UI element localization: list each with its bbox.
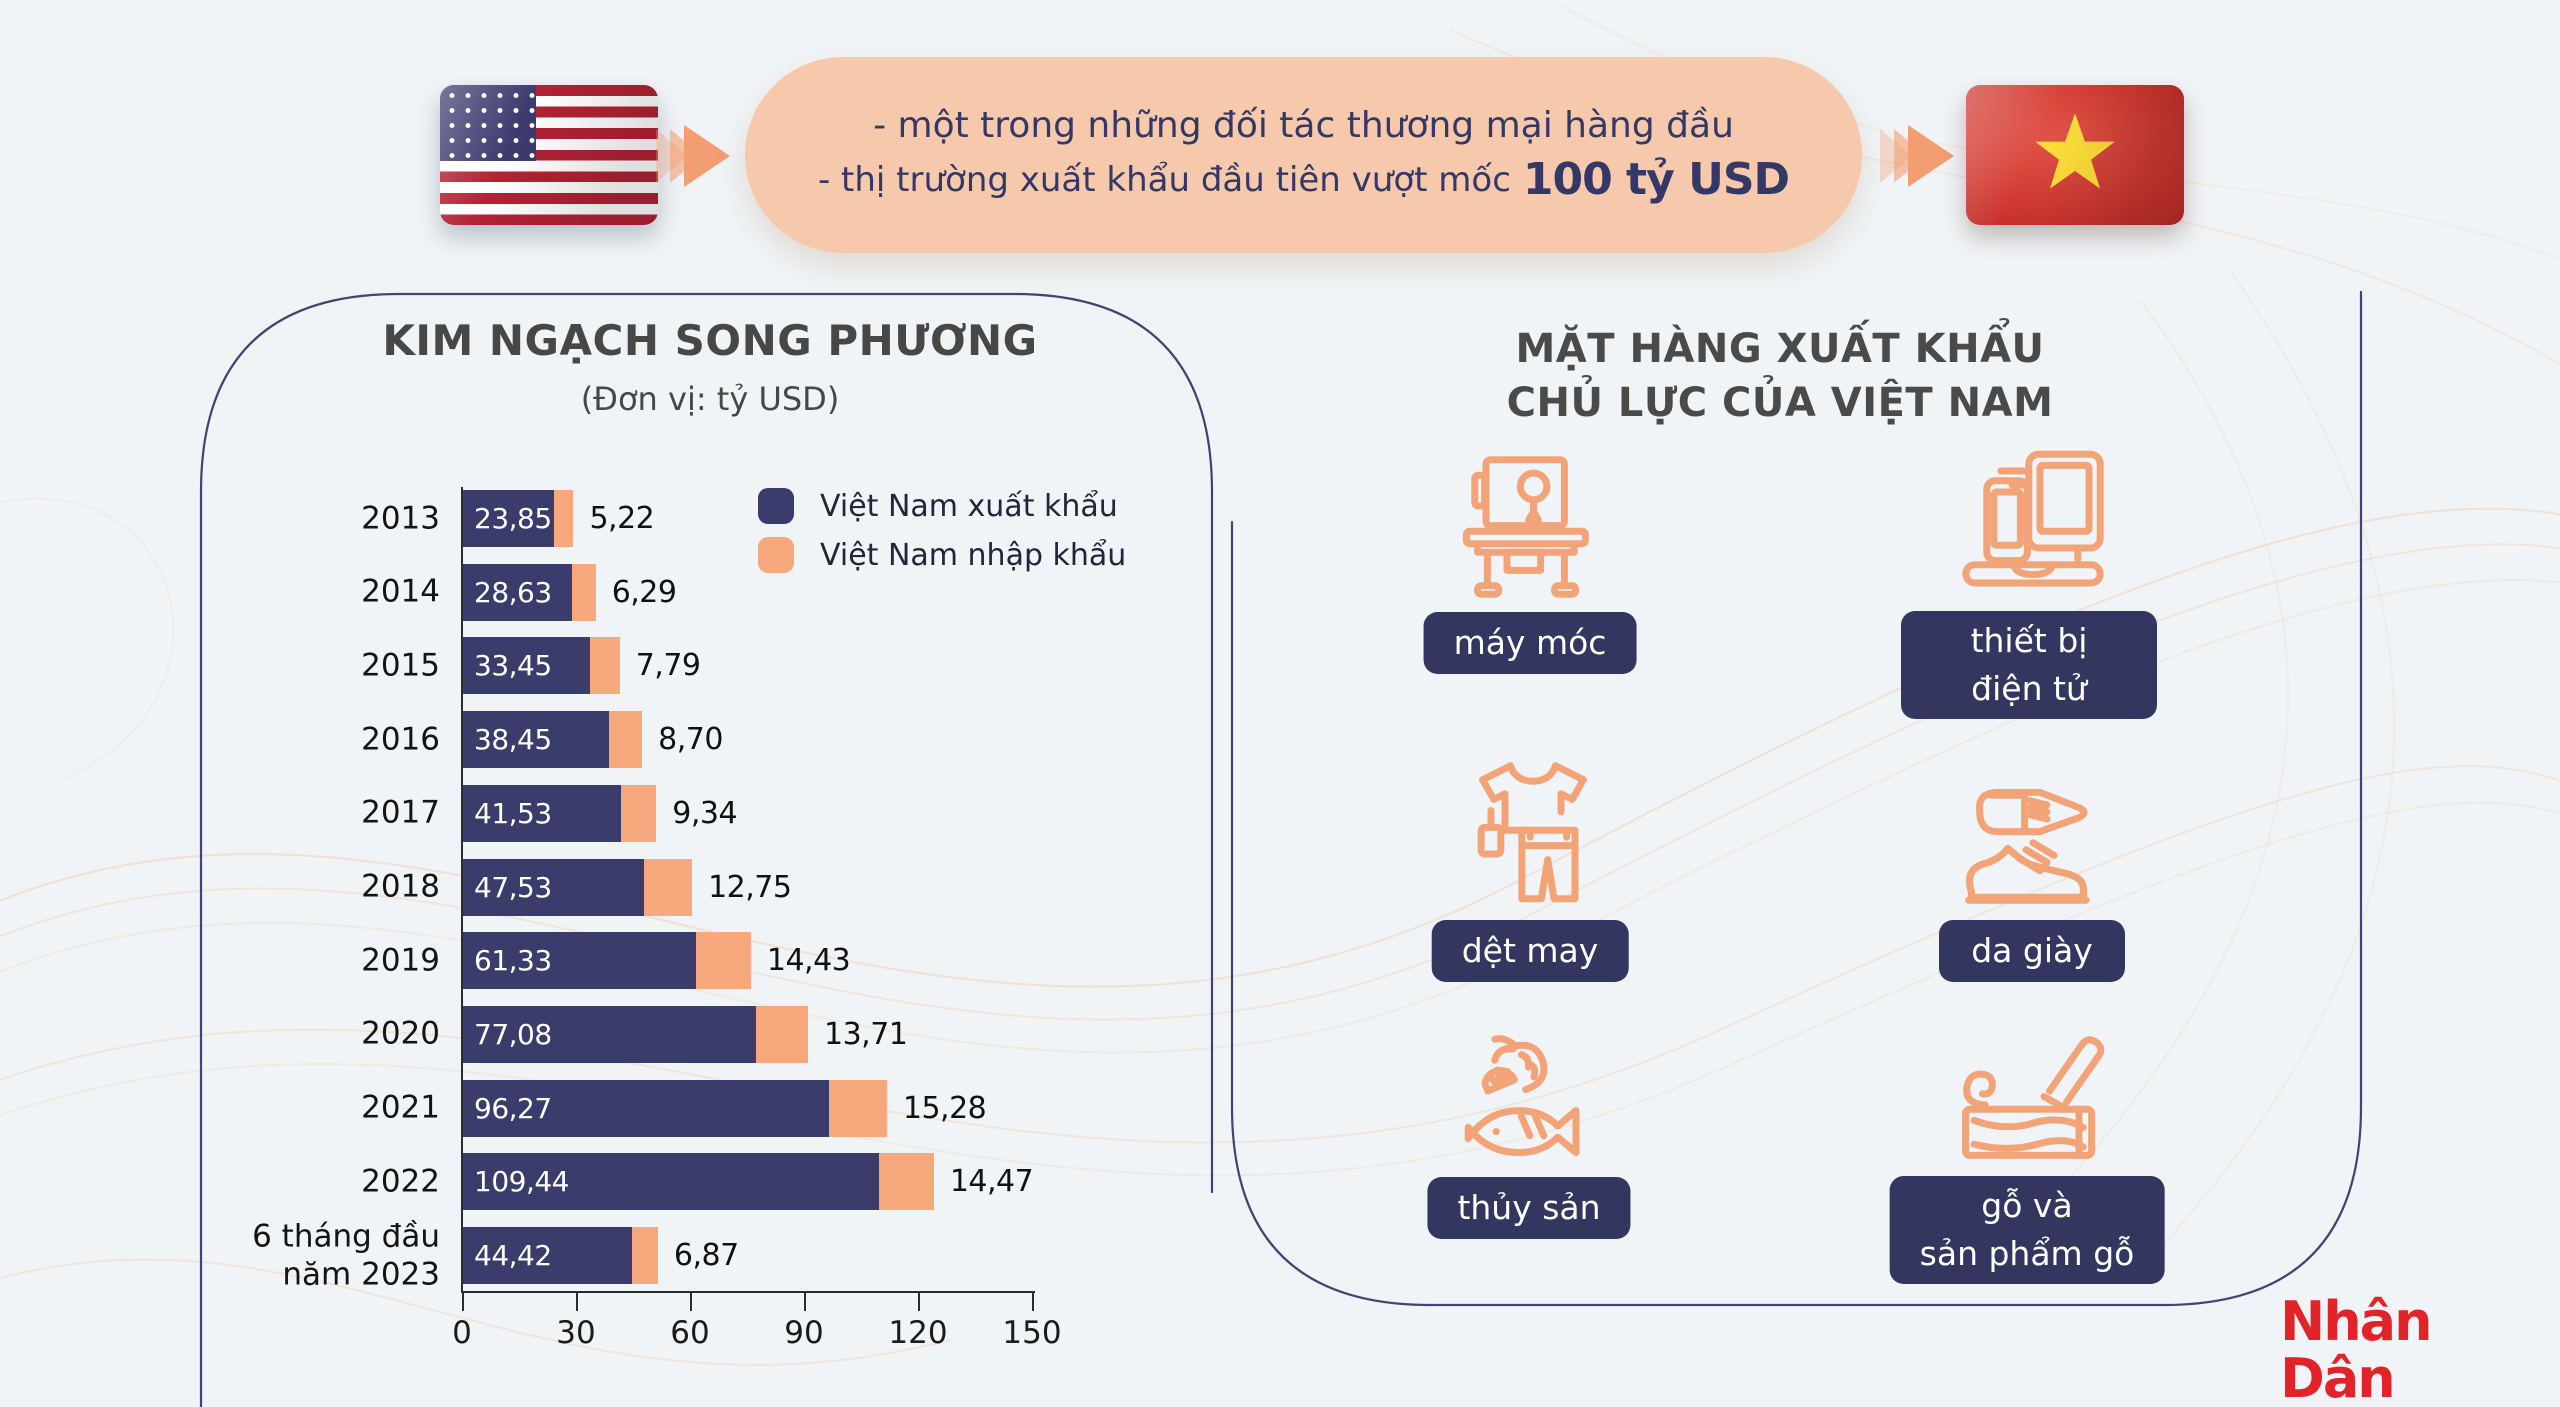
import-bar [590, 637, 620, 695]
import-bar [631, 1227, 658, 1284]
year-label: 2018 [361, 868, 440, 905]
footwear-icon [1949, 749, 2117, 917]
x-axis-tick [690, 1293, 692, 1311]
vietnam-star-icon [2035, 113, 2115, 189]
import-bar [696, 932, 751, 990]
seafood-icon [1443, 1021, 1611, 1189]
exports-panel-title: MẶT HÀNG XUẤT KHẨU CHỦ LỰC CỦA VIỆT NAM [1350, 322, 2210, 430]
export-item-label: da giày [1971, 931, 2093, 971]
flag-sheen [1966, 85, 2184, 225]
export-item-wood: gỗ và sản phẩm gỗ [1889, 1176, 2165, 1284]
export-bar: 96,27 [463, 1079, 829, 1137]
year-label: 2022 [361, 1163, 440, 1200]
x-axis-tick [576, 1293, 578, 1311]
x-axis-tick [1032, 1293, 1034, 1311]
year-label: 2017 [361, 794, 440, 831]
import-value-label: 13,71 [824, 1016, 908, 1052]
flag-sheen [440, 85, 658, 225]
year-label: 2020 [361, 1016, 440, 1053]
header-banner: - một trong những đối tác thương mại hàn… [745, 57, 1862, 253]
export-item-label: máy móc [1453, 623, 1607, 663]
electronics-icon [1949, 443, 2117, 611]
import-value-label: 14,47 [949, 1164, 1034, 1200]
year-label: 2019 [361, 942, 440, 979]
export-item-footwear: da giày [1939, 920, 2125, 982]
import-value-label: 14,43 [766, 943, 851, 979]
import-bar [643, 858, 693, 916]
arrow-right-icon [1880, 125, 1954, 187]
x-axis-tick [804, 1293, 806, 1311]
import-value-label: 9,34 [672, 795, 738, 831]
year-label: 2015 [361, 647, 440, 684]
year-label: 2014 [361, 573, 440, 610]
x-axis-tick-label: 90 [784, 1315, 824, 1351]
export-item-electronics: thiết bị điện tử [1901, 611, 2157, 719]
export-bar: 28,63 [463, 563, 572, 621]
vietnam-flag [1966, 85, 2184, 225]
export-bar: 38,45 [463, 711, 610, 769]
year-label: 2013 [361, 500, 440, 537]
export-bar: 44,42 [463, 1227, 632, 1284]
x-axis-tick [918, 1293, 920, 1311]
export-item-label: thiết bị điện tử [1970, 621, 2088, 708]
x-axis-line [461, 1291, 1035, 1293]
export-bar: 109,44 [463, 1153, 879, 1211]
year-label: 2021 [361, 1089, 440, 1126]
banner-line2-text: - thị trường xuất khẩu đầu tiên vượt mốc [817, 159, 1511, 200]
import-bar [828, 1079, 887, 1137]
us-flag [440, 85, 658, 225]
export-item-textiles: dệt may [1431, 920, 1629, 982]
import-value-label: 6,87 [673, 1238, 739, 1273]
import-bar [609, 711, 643, 769]
x-axis-tick-label: 120 [888, 1315, 948, 1351]
export-item-label: thủy sản [1457, 1188, 1601, 1228]
arrow-right-icon [656, 125, 730, 187]
import-value-label: 7,79 [635, 648, 701, 684]
x-axis-tick-label: 30 [556, 1315, 596, 1351]
banner-line-1: - một trong những đối tác thương mại hàn… [873, 105, 1734, 146]
import-value-label: 8,70 [658, 722, 723, 758]
import-bar [571, 563, 596, 621]
x-axis-tick [462, 1293, 464, 1311]
machinery-icon [1444, 443, 1612, 611]
x-axis-tick-label: 60 [670, 1315, 710, 1351]
nhan-dan-logo-text: Nhân Dân [2280, 1290, 2433, 1407]
exports-title-line2: CHỦ LỰC CỦA VIỆT NAM [1506, 380, 2054, 426]
export-bar: 61,33 [463, 932, 697, 990]
import-bar [755, 1005, 808, 1063]
export-item-machinery: máy móc [1423, 612, 1637, 674]
nhan-dan-logo: Nhân Dân [2280, 1293, 2560, 1407]
import-value-label: 15,28 [902, 1090, 987, 1126]
year-label: 2016 [361, 721, 440, 758]
banner-line-2: - thị trường xuất khẩu đầu tiên vượt mốc… [817, 154, 1790, 205]
export-bar: 33,45 [463, 637, 591, 695]
year-label: 6 tháng đầu năm 2023 [252, 1217, 440, 1293]
exports-title-line1: MẶT HÀNG XUẤT KHẨU [1515, 326, 2045, 372]
export-bar: 47,53 [463, 858, 644, 916]
import-bar [878, 1153, 934, 1211]
export-item-label: dệt may [1461, 931, 1599, 971]
import-bar [620, 784, 657, 842]
import-value-label: 12,75 [708, 869, 792, 905]
x-axis-tick-label: 150 [1002, 1315, 1062, 1351]
export-item-label: gỗ và sản phẩm gỗ [1919, 1186, 2135, 1273]
export-bar: 77,08 [463, 1005, 756, 1063]
textile-icon [1449, 749, 1617, 917]
banner-highlight: 100 tỷ USD [1522, 154, 1790, 205]
export-bar: 23,85 [463, 490, 554, 547]
import-bar [553, 490, 574, 547]
export-bar: 41,53 [463, 784, 621, 842]
export-item-seafood: thủy sản [1427, 1177, 1631, 1239]
x-axis-tick-label: 0 [452, 1315, 472, 1351]
wood-icon [1946, 1021, 2114, 1189]
us-flag-canton [440, 85, 536, 161]
import-value-label: 6,29 [611, 574, 677, 610]
import-value-label: 5,22 [589, 501, 655, 536]
